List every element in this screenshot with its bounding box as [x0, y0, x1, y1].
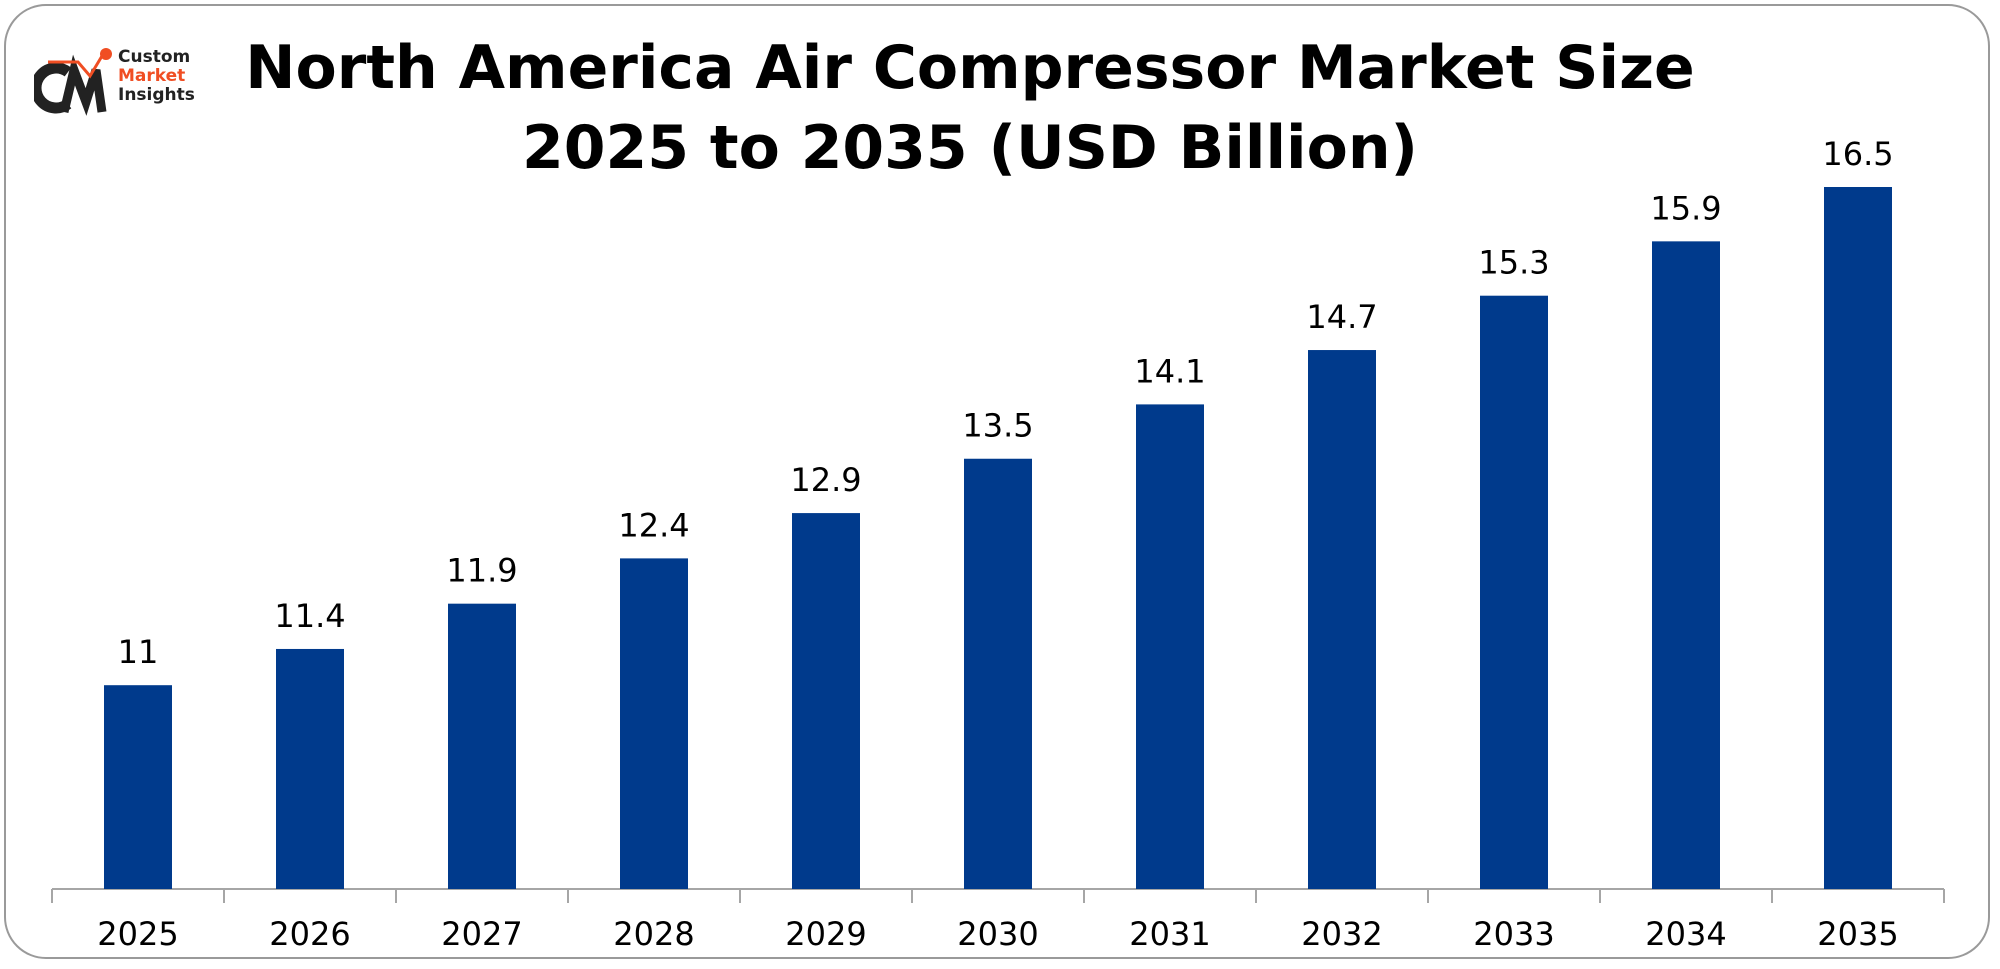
data-label: 14.1: [1134, 352, 1205, 390]
bar-2025: [104, 685, 172, 889]
data-label: 11.4: [274, 597, 345, 635]
bar-2034: [1652, 241, 1720, 889]
data-label: 12.9: [790, 461, 861, 499]
x-tick-label: 2025: [97, 915, 178, 953]
bar-2026: [276, 648, 344, 889]
data-label: 12.4: [618, 506, 689, 544]
bar-2033: [1480, 295, 1548, 889]
data-label: 11.9: [446, 552, 517, 590]
bar-2030: [964, 458, 1032, 889]
chart-frame: [4, 4, 1990, 959]
logo-line-insights: Insights: [118, 85, 195, 105]
x-tick-label: 2033: [1473, 915, 1554, 953]
bar-2035: [1824, 187, 1892, 889]
cmi-logo: Custom Market Insights: [30, 42, 224, 122]
data-label: 15.9: [1650, 189, 1721, 227]
logo-line-market: Market: [118, 66, 186, 86]
x-tick-label: 2027: [441, 915, 522, 953]
x-tick-label: 2026: [269, 915, 350, 953]
data-label: 11: [118, 633, 159, 671]
bar-2027: [448, 603, 516, 889]
x-tick-label: 2032: [1301, 915, 1382, 953]
x-tick-label: 2029: [785, 915, 866, 953]
x-tick-label: 2034: [1645, 915, 1726, 953]
bar-2029: [792, 513, 860, 889]
x-tick-label: 2030: [957, 915, 1038, 953]
x-tick-label: 2031: [1129, 915, 1210, 953]
bar-2028: [620, 558, 688, 889]
data-label: 14.7: [1306, 298, 1377, 336]
x-tick-label: 2035: [1817, 915, 1898, 953]
bar-2031: [1136, 404, 1204, 889]
x-tick-label: 2028: [613, 915, 694, 953]
data-label: 15.3: [1478, 244, 1549, 282]
chart-title: North America Air Compressor Market Size: [245, 33, 1695, 103]
bar-2032: [1308, 350, 1376, 889]
chart-subtitle: 2025 to 2035 (USD Billion): [522, 113, 1418, 183]
logo-line-custom: Custom: [118, 47, 191, 67]
cmi-logo-mark: [30, 48, 112, 116]
data-label: 13.5: [962, 407, 1033, 445]
data-label: 16.5: [1822, 135, 1893, 173]
